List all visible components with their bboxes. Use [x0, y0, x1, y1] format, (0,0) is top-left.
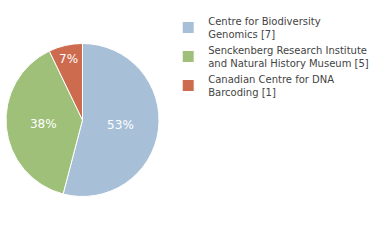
svg-text:Senckenberg Research Institute: Senckenberg Research Instituteand Natura…	[208, 45, 369, 69]
svg-text:Canadian Centre for DNABarcodi: Canadian Centre for DNABarcoding [1]	[208, 74, 334, 98]
svg-text:Centre for BiodiversityGenomic: Centre for BiodiversityGenomics [7]	[208, 16, 321, 40]
svg-text:38%: 38%	[30, 117, 57, 131]
svg-text:53%: 53%	[107, 118, 134, 132]
svg-text:7%: 7%	[59, 52, 78, 66]
